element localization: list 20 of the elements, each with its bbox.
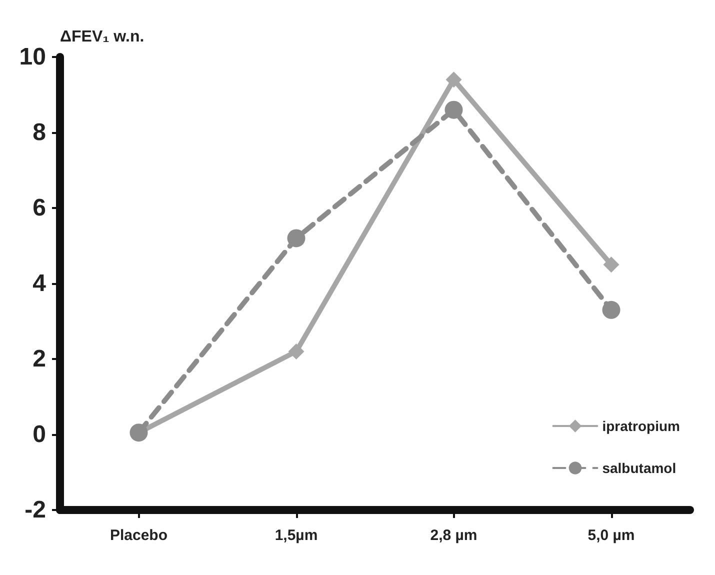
point [288, 343, 304, 360]
y-tick-label: 2 [32, 346, 46, 372]
point [602, 300, 620, 319]
point [444, 100, 463, 119]
y-tick-label: 6 [32, 194, 46, 222]
point [446, 72, 462, 88]
y-tick-label: 8 [32, 119, 46, 146]
y-tick-label: 4 [32, 270, 47, 297]
x-tick-label: 1,5µm [274, 527, 318, 544]
x-tick-label: 2,8 µm [430, 527, 478, 544]
y-tick-label: -2 [24, 496, 46, 524]
x-tick-label: Placebo [110, 527, 168, 544]
point [603, 256, 620, 273]
legend-label: ipratropium [602, 418, 680, 434]
y-tick-label: 0 [32, 421, 46, 448]
point [287, 229, 306, 248]
y-axis-title: ΔFEV₁ w.n. [60, 28, 144, 46]
legend-label: salbutamol [602, 460, 676, 476]
x-tick-label: 5,0 µm [588, 527, 635, 544]
y-tick-label: 10 [19, 44, 46, 70]
